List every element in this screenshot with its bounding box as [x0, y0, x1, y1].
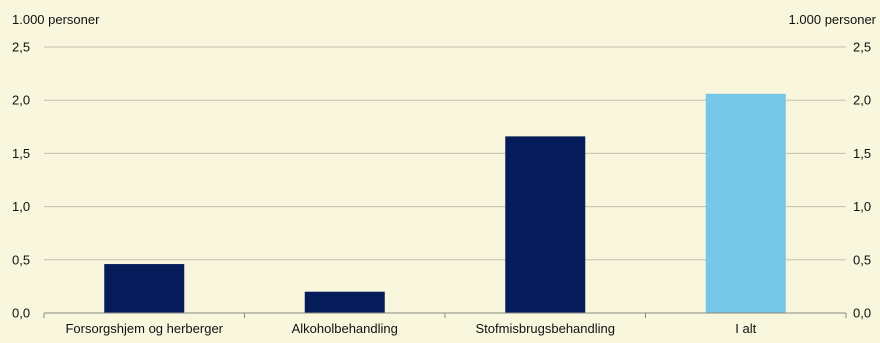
right-unit-label: 1.000 personer	[789, 12, 877, 27]
y-tick-label-right: 2,0	[853, 93, 871, 108]
left-unit-label: 1.000 personer	[12, 12, 100, 27]
y-tick-label-right: 0,0	[853, 306, 871, 321]
y-tick-label-right: 1,5	[853, 146, 871, 161]
y-axis-left-ticks: 0,0 0,5 1,0 1,5 2,0 2,5	[12, 40, 30, 321]
y-axis-right-ticks: 0,0 0,5 1,0 1,5 2,0 2,5	[853, 40, 871, 321]
y-tick-label-left: 2,5	[12, 40, 30, 55]
y-tick-label-left: 1,0	[12, 199, 30, 214]
y-tick-label-right: 0,5	[853, 252, 871, 267]
bar	[505, 136, 586, 313]
x-tick-label: Forsorgshjem og herberger	[65, 321, 223, 336]
y-tick-label-left: 1,5	[12, 146, 30, 161]
y-tick-label-left: 2,0	[12, 93, 30, 108]
bar	[104, 264, 185, 313]
x-axis-labels: Forsorgshjem og herberger Alkoholbehandli…	[65, 321, 756, 336]
x-tick-label: I alt	[735, 321, 756, 336]
bars	[104, 93, 786, 313]
bar	[705, 93, 786, 313]
y-tick-label-left: 0,0	[12, 306, 30, 321]
x-tick-label: Stofmisbrugsbehandling	[476, 321, 615, 336]
y-tick-label-right: 2,5	[853, 40, 871, 55]
y-tick-label-right: 1,0	[853, 199, 871, 214]
x-axis-tick-marks	[43, 313, 847, 318]
x-tick-label: Alkoholbehandling	[292, 321, 398, 336]
y-tick-label-left: 0,5	[12, 252, 30, 267]
bar	[304, 291, 385, 313]
